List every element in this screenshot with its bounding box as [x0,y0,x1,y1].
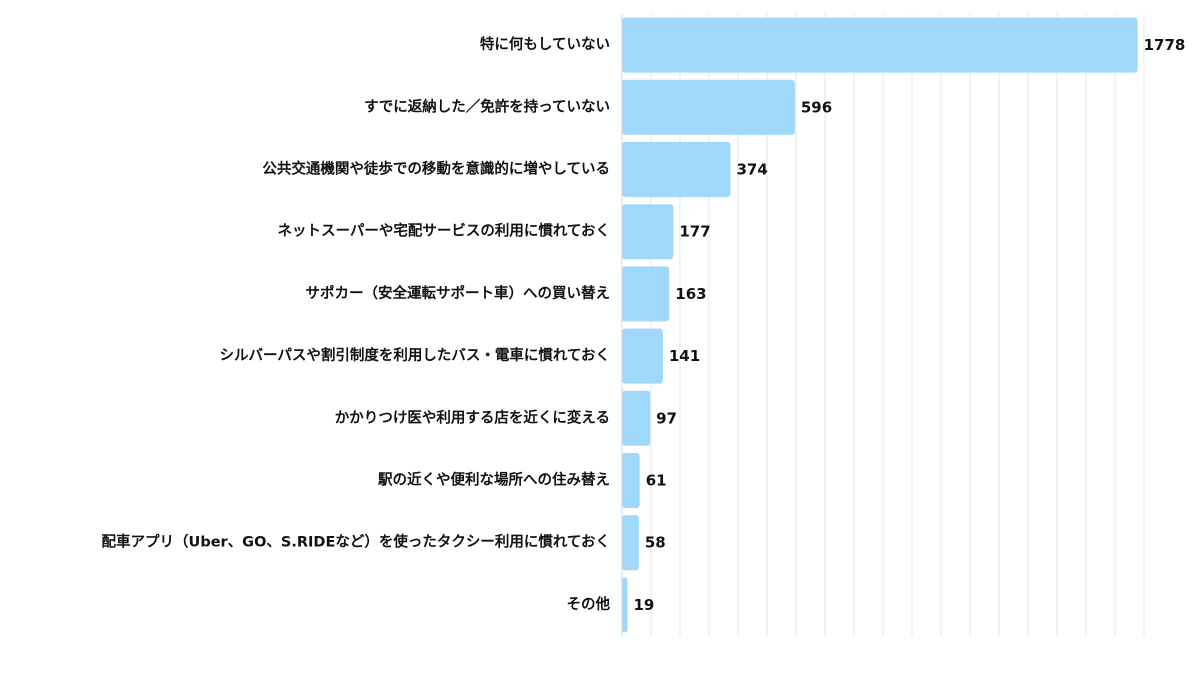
category-label: サポカー（安全運転サポート車）への買い替え [306,284,611,302]
category-labels: 特に何もしていないすでに返納した／免許を持っていない公共交通機関や徒歩での移動を… [102,35,611,613]
category-label: 公共交通機関や徒歩での移動を意識的に増やしている [262,160,610,178]
bar [622,453,640,508]
bar [622,515,639,571]
category-label: すでに返納した／免許を持っていない [364,97,610,115]
category-label: かかりつけ医や利用する店を近くに変える [335,408,610,426]
value-label: 97 [656,409,677,427]
grid-lines [650,14,1145,636]
value-label: 374 [736,161,767,179]
value-label: 177 [679,223,710,241]
bars [622,17,1138,633]
category-label: 特に何もしていない [480,35,610,53]
bar [622,79,795,135]
bar [622,142,731,197]
value-label: 596 [801,98,832,116]
category-label: その他 [567,595,611,613]
value-label: 141 [669,347,700,365]
category-label: ネットスーパーや宅配サービスの利用に慣れておく [278,222,610,240]
bar [622,204,674,260]
value-label: 58 [645,534,666,552]
category-label: 駅の近くや便利な場所への住み替え [377,471,610,489]
category-label: シルバーパスや割引制度を利用したバス・電車に慣れておく [220,346,610,364]
bar [622,577,628,633]
value-label: 61 [646,472,667,490]
bar [622,328,663,384]
value-label: 1778 [1144,36,1186,54]
bar [622,17,1138,73]
value-label: 163 [675,285,706,303]
bar [622,390,651,446]
bar [622,266,670,322]
value-label: 19 [634,596,655,614]
category-label: 配車アプリ（Uber、GO、S.RIDEなど）を使ったタクシー利用に慣れておく [102,533,610,551]
value-labels: 1778 596 374 177 163 141 97 61 58 19 [634,36,1186,614]
